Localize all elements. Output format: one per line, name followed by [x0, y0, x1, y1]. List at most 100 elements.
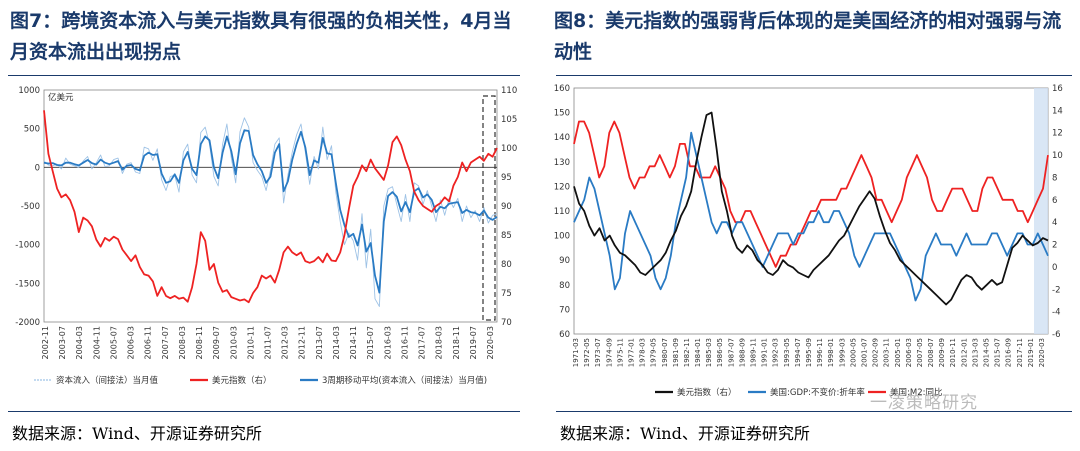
right-tick-label: -6: [1052, 330, 1060, 340]
x-tick-label: 1979-05: [650, 338, 658, 367]
left-tick-label: 100: [554, 232, 570, 242]
right-tick-label: 95: [501, 173, 512, 183]
plot-frame: [43, 89, 498, 323]
x-tick-label: 1980-07: [661, 338, 669, 367]
right-tick-label: 2: [1052, 241, 1057, 251]
left-tick-label: -2000: [15, 318, 40, 328]
watermark: 一凌策略研究: [870, 393, 978, 413]
left-tick-label: 140: [554, 133, 570, 143]
right-tick-label: 8: [1052, 173, 1057, 183]
x-tick-label: 2017-11: [1016, 338, 1024, 367]
left-tick-label: 130: [554, 158, 570, 168]
recent-period-band: [1034, 88, 1048, 334]
figure-8-source: 数据来源：Wind、开源证券研究所: [560, 424, 810, 443]
x-tick-label: 2018-11: [452, 326, 461, 359]
x-tick-label: 1996-11: [816, 338, 824, 367]
x-tick-label: 1973-07: [594, 338, 602, 367]
x-tick-label: 1975-11: [616, 338, 624, 367]
right-tick-label: -2: [1052, 285, 1060, 295]
figure-8-panel: 图8：美元指数的强弱背后体现的是美国经济的相对强弱与流动性 数据来源：Wind、…: [548, 0, 1080, 451]
x-tick-label: 2001-07: [860, 338, 868, 367]
x-tick-label: 2004-11: [92, 326, 101, 359]
left-tick-label: 500: [24, 125, 40, 135]
x-tick-label: 1991-01: [761, 338, 769, 367]
legend-label: 美国:GDP:不变价:折年率: [770, 387, 865, 398]
x-tick-label: 1987-07: [727, 338, 735, 367]
x-tick-label: 2015-07: [994, 338, 1002, 367]
x-tick-label: 2008-03: [178, 326, 187, 359]
left-tick-label: 1000: [18, 86, 40, 96]
x-tick-label: 2005-01: [894, 338, 902, 367]
top-rule: [8, 75, 520, 76]
series-line: [43, 129, 498, 294]
x-tick-label: 2016-11: [400, 326, 409, 359]
x-tick-label: 1994-07: [794, 338, 802, 367]
x-tick-label: 2018-03: [435, 326, 444, 359]
bottom-rule: [556, 411, 1072, 412]
x-tick-label: 2005-07: [109, 326, 118, 359]
x-tick-label: 2014-03: [332, 326, 341, 359]
left-tick-label: 120: [554, 182, 570, 192]
right-tick-label: 110: [501, 86, 517, 96]
x-tick-label: 1978-03: [639, 338, 647, 367]
x-tick-label: 1972-05: [583, 338, 591, 367]
x-tick-label: 1995-09: [805, 338, 813, 367]
highlight-dashed-box: [482, 95, 496, 321]
x-tick-label: 2007-05: [916, 338, 924, 367]
x-tick-label: 1992-03: [772, 338, 780, 367]
right-tick-label: 14: [1052, 106, 1063, 116]
x-tick-label: 1993-05: [783, 338, 791, 367]
right-tick-label: 105: [501, 115, 517, 125]
x-tick-label: 2013-07: [315, 326, 324, 359]
figure-7-source: 数据来源：Wind、开源证券研究所: [12, 424, 262, 443]
x-tick-label: 1999-03: [838, 338, 846, 367]
x-tick-label: 2000-05: [849, 338, 857, 367]
x-tick-label: 2010-11: [246, 326, 255, 359]
x-tick-label: 2014-11: [349, 326, 358, 359]
x-tick-label: 2020-03: [486, 326, 495, 359]
figure-7-panel: 图7：跨境资本流入与美元指数具有很强的负相关性，4月当月资本流出出现拐点 数据来…: [0, 0, 528, 451]
series-line: [573, 111, 1049, 306]
x-tick-label: 1977-01: [627, 338, 635, 367]
left-tick-label: 110: [554, 207, 570, 217]
right-tick-label: 12: [1052, 129, 1063, 139]
x-tick-label: 2016-09: [1005, 338, 1013, 367]
legend-label: 美元指数（右）: [212, 375, 272, 386]
x-tick-label: 1989-11: [750, 338, 758, 367]
right-tick-label: 80: [501, 260, 512, 270]
right-tick-label: 6: [1052, 196, 1057, 206]
left-tick-label: -500: [21, 202, 40, 212]
x-tick-label: 2012-03: [281, 326, 290, 359]
x-tick-label: 1974-09: [605, 338, 613, 367]
figure-7-title: 图7：跨境资本流入与美元指数具有很强的负相关性，4月当月资本流出出现拐点: [10, 10, 512, 63]
x-tick-label: 1982-11: [683, 338, 691, 367]
left-axis-unit: 亿美元: [48, 92, 74, 103]
x-tick-label: 2013-03: [971, 338, 979, 367]
right-tick-label: -4: [1052, 308, 1060, 318]
top-rule: [556, 75, 1072, 76]
x-tick-label: 2004-03: [75, 326, 84, 359]
x-tick-label: 2012-11: [298, 326, 307, 359]
series-line: [43, 117, 498, 307]
x-tick-label: 2014-05: [983, 338, 991, 367]
right-tick-label: 10: [1052, 151, 1063, 161]
x-tick-label: 2016-03: [383, 326, 392, 359]
series-line: [43, 110, 498, 304]
x-tick-label: 2008-11: [195, 326, 204, 359]
right-tick-label: 4: [1052, 218, 1057, 228]
left-tick-label: 150: [554, 109, 570, 119]
series-line: [573, 120, 1049, 268]
x-tick-label: 2007-07: [161, 326, 170, 359]
x-tick-label: 2002-11: [41, 326, 50, 359]
x-tick-label: 1998-01: [827, 338, 835, 367]
x-tick-label: 2002-09: [872, 338, 880, 367]
right-tick-label: 0: [1052, 263, 1057, 273]
x-tick-label: 1988-09: [738, 338, 746, 367]
legend-label: 美元指数（右）: [677, 387, 737, 398]
x-tick-label: 2019-07: [469, 326, 478, 359]
x-tick-label: 1985-03: [705, 338, 713, 367]
x-tick-label: 2012-01: [960, 338, 968, 367]
x-tick-label: 2010-11: [949, 338, 957, 367]
x-tick-label: 2003-07: [58, 326, 67, 359]
